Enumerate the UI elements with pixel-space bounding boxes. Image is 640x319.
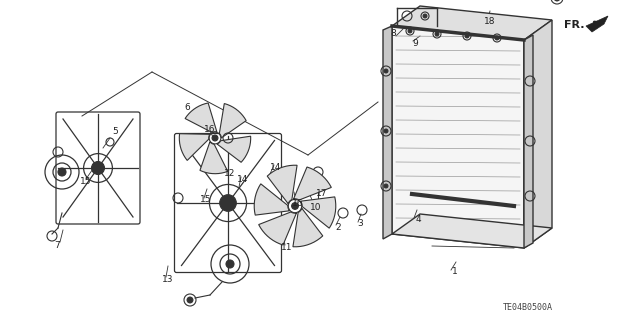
Text: 16: 16 [204, 125, 216, 135]
Polygon shape [300, 197, 336, 228]
Text: 2: 2 [335, 224, 341, 233]
Text: 5: 5 [112, 128, 118, 137]
Circle shape [435, 32, 439, 36]
Text: 12: 12 [224, 169, 236, 179]
Circle shape [187, 297, 193, 303]
Text: 3: 3 [357, 219, 363, 228]
Circle shape [408, 29, 412, 33]
Polygon shape [294, 167, 332, 200]
Text: FR.: FR. [564, 20, 584, 30]
Text: 15: 15 [80, 177, 92, 187]
Circle shape [212, 135, 218, 141]
Polygon shape [392, 26, 524, 248]
Text: 18: 18 [484, 17, 496, 26]
Text: 4: 4 [415, 216, 421, 225]
Polygon shape [524, 20, 552, 248]
Circle shape [292, 203, 298, 209]
Text: 1: 1 [452, 268, 458, 277]
Circle shape [384, 69, 388, 73]
Text: 8: 8 [390, 29, 396, 39]
Polygon shape [524, 35, 533, 248]
Circle shape [465, 34, 469, 38]
Text: 7: 7 [54, 241, 60, 250]
Text: 11: 11 [281, 243, 292, 253]
Polygon shape [268, 165, 297, 204]
Polygon shape [185, 103, 217, 132]
Circle shape [220, 195, 236, 211]
Circle shape [58, 168, 66, 176]
Polygon shape [392, 6, 552, 40]
Polygon shape [200, 142, 228, 174]
Text: 9: 9 [412, 39, 418, 48]
Polygon shape [217, 136, 251, 162]
Circle shape [554, 0, 560, 1]
Polygon shape [254, 184, 290, 215]
Text: 10: 10 [310, 204, 322, 212]
Polygon shape [383, 26, 392, 239]
Text: 13: 13 [163, 276, 173, 285]
Text: 14: 14 [237, 175, 249, 184]
Text: TE04B0500A: TE04B0500A [503, 303, 553, 313]
Text: 6: 6 [184, 102, 190, 112]
Circle shape [92, 162, 104, 174]
Polygon shape [259, 212, 296, 245]
Text: 15: 15 [200, 196, 212, 204]
Polygon shape [293, 208, 323, 247]
Polygon shape [586, 16, 608, 32]
Text: 16: 16 [292, 198, 304, 207]
Polygon shape [179, 134, 210, 160]
Text: 14: 14 [270, 162, 282, 172]
Circle shape [384, 184, 388, 188]
Polygon shape [392, 214, 552, 248]
Circle shape [226, 260, 234, 268]
Circle shape [495, 36, 499, 40]
Circle shape [384, 129, 388, 133]
Text: 17: 17 [316, 189, 328, 197]
Circle shape [423, 14, 427, 18]
Polygon shape [220, 104, 246, 138]
